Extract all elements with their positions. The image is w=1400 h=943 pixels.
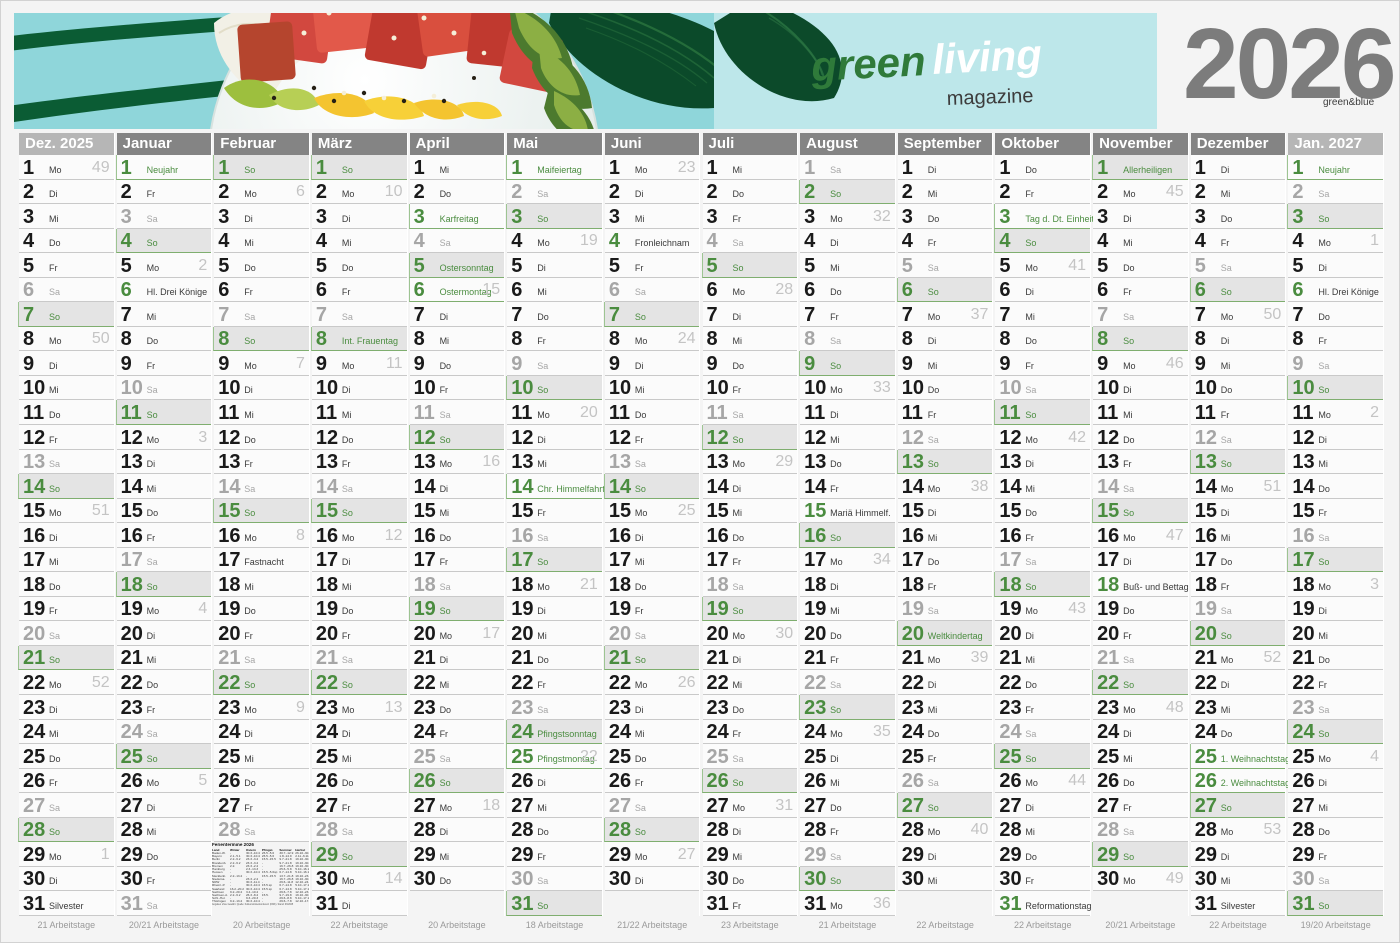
svg-text:living: living [931, 30, 1043, 83]
svg-text:magazine: magazine [946, 85, 1033, 110]
svg-text:green: green [809, 37, 927, 90]
